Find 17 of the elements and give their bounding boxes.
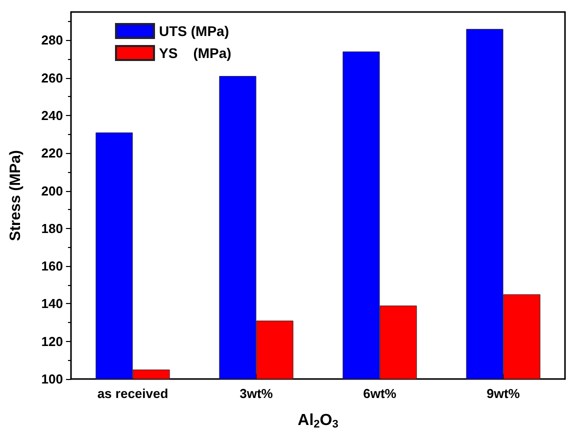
legend-label: UTS (MPa) bbox=[159, 23, 229, 39]
y-axis-title: Stress (MPa) bbox=[7, 150, 24, 241]
y-tick-label: 200 bbox=[41, 183, 63, 198]
y-tick-label: 220 bbox=[41, 146, 63, 161]
y-tick-label: 160 bbox=[41, 258, 63, 274]
y-tick-label: 100 bbox=[41, 372, 63, 386]
x-tick-label: 3wt% bbox=[240, 386, 274, 401]
y-tick-label: 280 bbox=[41, 32, 63, 48]
x-tick-label: 9wt% bbox=[486, 386, 520, 401]
y-tick-label: 240 bbox=[41, 108, 63, 124]
y-tick-label: 180 bbox=[41, 220, 63, 236]
y-tick-label: 260 bbox=[41, 70, 63, 86]
x-tick-label: as received bbox=[97, 386, 168, 401]
y-tick-label: 120 bbox=[41, 334, 63, 349]
legend-label: YS (MPa) bbox=[159, 45, 232, 61]
x-tick-label: 6wt% bbox=[363, 386, 397, 401]
y-tick-label: 140 bbox=[41, 296, 63, 312]
